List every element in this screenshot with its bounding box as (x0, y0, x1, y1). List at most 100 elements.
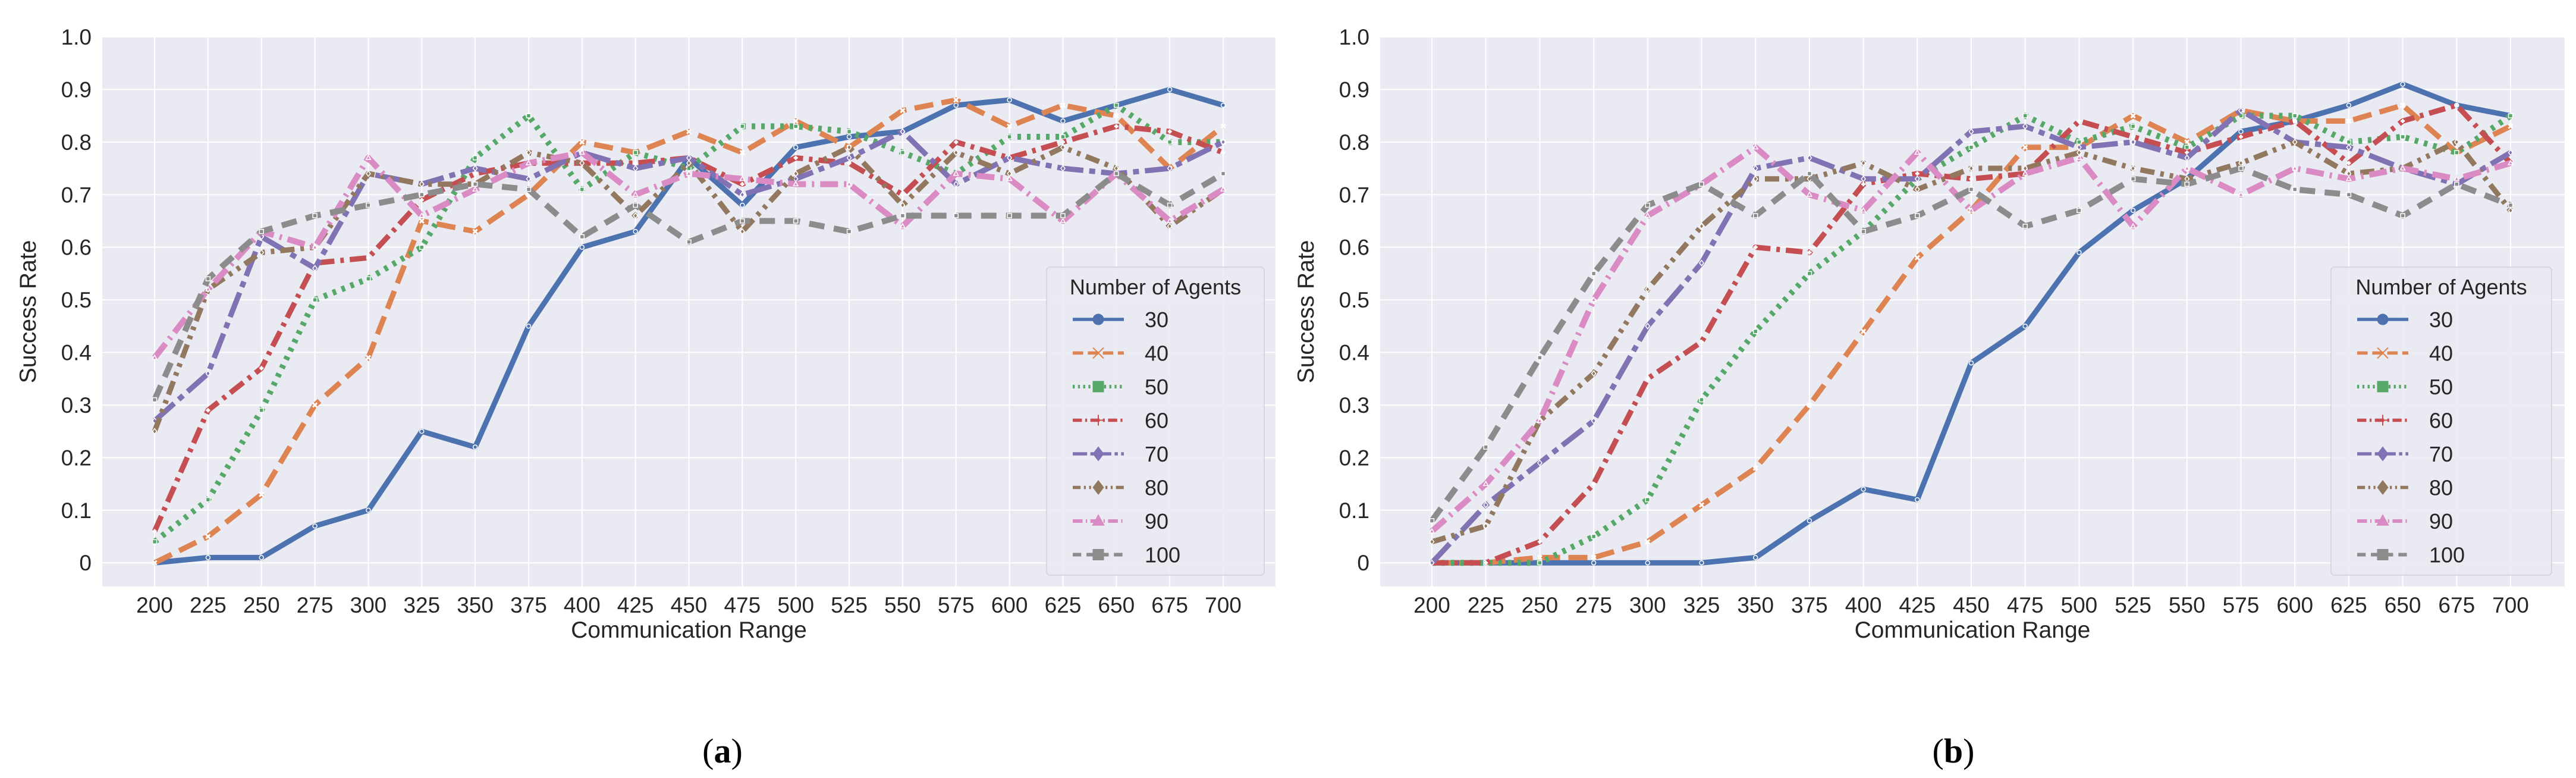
data-point-marker (365, 170, 371, 177)
data-point-marker (740, 182, 744, 187)
data-point-marker (259, 555, 264, 560)
x-tick-label: 325 (403, 593, 440, 617)
data-point-marker (1644, 212, 1651, 218)
data-point-marker (472, 165, 478, 172)
legend-label: 40 (1145, 341, 1168, 366)
data-point-marker (2184, 145, 2190, 150)
data-point-marker (1591, 271, 1597, 277)
x-tick-label: 425 (1899, 593, 1936, 617)
x-tick-label: 700 (1205, 593, 1242, 617)
data-point-marker (366, 202, 371, 208)
data-point-marker (1220, 186, 1227, 192)
data-point-marker (686, 159, 692, 167)
data-point-marker (2292, 113, 2298, 118)
x-tick-label: 450 (671, 593, 708, 617)
legend-title: Number of Agents (2355, 275, 2527, 299)
data-point-marker (2076, 154, 2082, 160)
data-point-marker (312, 265, 318, 272)
data-point-marker (1861, 159, 1867, 167)
data-point-marker (793, 218, 799, 224)
data-point-marker (2238, 191, 2244, 197)
data-point-marker (632, 191, 639, 197)
x-axis-label: Communication Range (571, 617, 807, 643)
data-point-marker (152, 397, 158, 403)
data-point-marker (953, 102, 959, 108)
x-tick-label: 375 (510, 593, 547, 617)
data-point-marker (953, 170, 959, 176)
data-point-marker (793, 118, 799, 124)
data-point-marker (2022, 145, 2028, 150)
data-point-marker (1060, 140, 1065, 145)
data-point-marker (1220, 123, 1226, 129)
data-point-marker (312, 297, 318, 303)
legend-label: 60 (2429, 409, 2453, 433)
legend-box (2330, 266, 2552, 576)
data-point-marker (1645, 202, 1651, 208)
data-point-marker (2508, 113, 2514, 118)
data-point-marker (793, 145, 799, 150)
data-point-marker (526, 175, 532, 183)
data-point-marker (1167, 202, 1173, 208)
data-point-marker (1861, 228, 1866, 234)
data-point-marker (686, 128, 692, 134)
data-point-marker (1645, 560, 1651, 566)
data-point-marker (2377, 381, 2389, 393)
data-point-marker (633, 228, 638, 234)
data-point-marker (2400, 102, 2406, 108)
data-point-marker (2130, 124, 2136, 129)
data-point-marker (1483, 522, 1489, 530)
data-point-marker (739, 149, 745, 156)
x-tick-label: 625 (2330, 593, 2367, 617)
data-point-marker (1645, 539, 1651, 545)
data-point-marker (1537, 459, 1543, 466)
y-tick-label: 0.1 (61, 498, 92, 523)
data-point-marker (1807, 518, 1812, 523)
series-line (1430, 144, 2512, 534)
series-100 (152, 170, 1226, 403)
y-tick-label: 0.7 (1339, 183, 1369, 207)
data-point-marker (2131, 134, 2135, 139)
y-tick-label: 1.0 (61, 25, 92, 49)
x-tick-label: 375 (1791, 593, 1828, 617)
data-point-marker (419, 244, 425, 250)
data-point-marker (1699, 259, 1704, 266)
legend-label: 80 (2429, 476, 2453, 500)
data-point-marker (1752, 175, 1758, 183)
data-point-marker (846, 180, 853, 187)
data-point-marker (2130, 165, 2136, 172)
y-tick-label: 0.6 (1339, 236, 1369, 260)
legend-label: 80 (1145, 476, 1168, 500)
data-point-marker (419, 197, 424, 202)
data-point-marker (1537, 554, 1543, 560)
data-point-marker (2508, 123, 2514, 129)
data-point-marker (899, 222, 906, 228)
panel-label: (a) (702, 732, 743, 770)
data-point-marker (579, 149, 585, 155)
data-point-marker (1429, 559, 1435, 566)
data-point-marker (846, 228, 852, 234)
data-point-marker (1060, 134, 1066, 140)
data-point-marker (1537, 355, 1543, 360)
series-70 (1429, 107, 2514, 566)
legend-label: 100 (1145, 543, 1180, 567)
data-point-marker (366, 507, 371, 513)
data-point-marker (579, 139, 585, 145)
data-point-marker (1167, 217, 1173, 224)
x-tick-label: 300 (350, 593, 387, 617)
data-point-marker (633, 165, 639, 172)
data-point-marker (2238, 107, 2244, 114)
x-tick-label: 575 (2223, 593, 2260, 617)
data-point-marker (526, 149, 532, 156)
data-point-marker (793, 170, 799, 177)
data-point-marker (1915, 213, 1920, 218)
data-point-marker (1645, 497, 1651, 503)
data-point-marker (259, 407, 264, 413)
data-point-marker (2346, 102, 2352, 108)
data-point-marker (419, 218, 425, 224)
data-point-marker (1752, 213, 1758, 218)
data-point-marker (472, 186, 479, 192)
data-point-marker (1645, 377, 1650, 381)
data-point-marker (2076, 118, 2081, 123)
data-point-marker (205, 534, 211, 539)
data-point-marker (419, 180, 425, 188)
